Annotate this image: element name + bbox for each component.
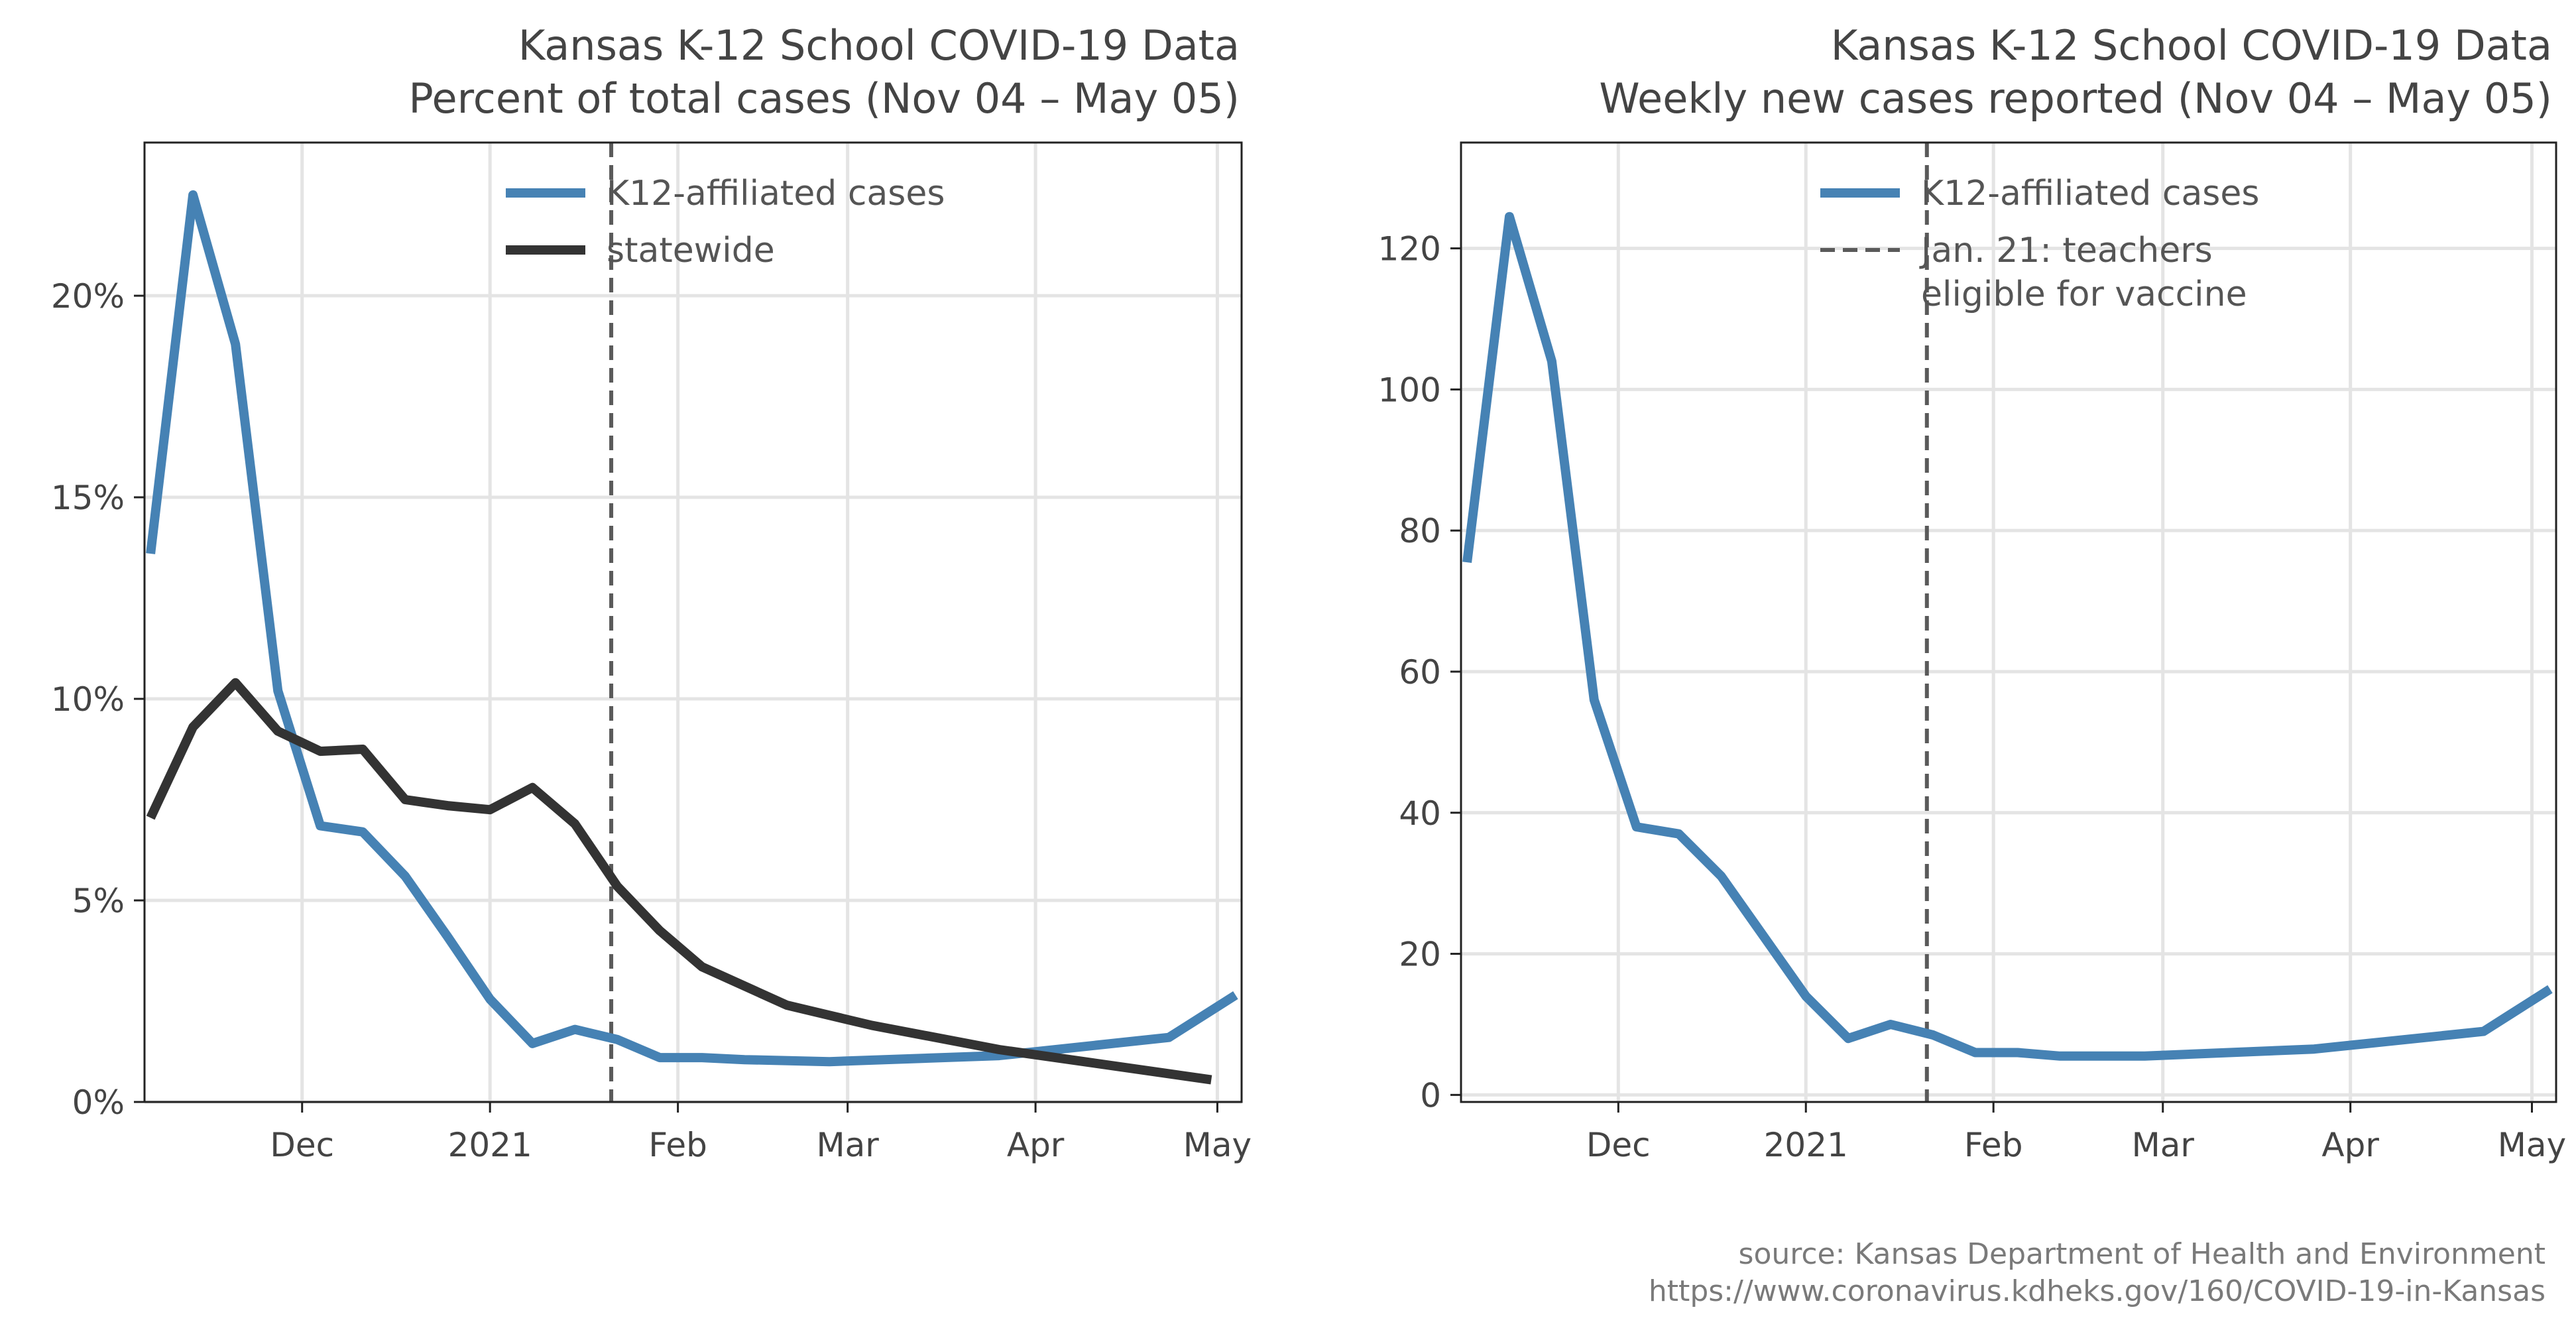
- legend-label: K12-affiliated cases: [1921, 174, 2259, 213]
- x-tick-label: Apr: [2321, 1126, 2379, 1164]
- series-line-statewide: [146, 678, 1212, 1085]
- x-tick-label: Feb: [1964, 1126, 2023, 1164]
- y-tick-label: 80: [1399, 512, 1441, 550]
- plot-frame: [143, 141, 1243, 1103]
- right-chart-subtitle: Weekly new cases reported (Nov 04 – May …: [1599, 74, 2552, 123]
- source-line-2: https://www.coronavirus.kdheks.gov/160/C…: [1648, 1274, 2546, 1308]
- y-tick-label: 120: [1378, 230, 1441, 269]
- legend: K12-affiliated cases Jan. 21: teachers eli…: [1820, 174, 2259, 314]
- x-tick-label: May: [2498, 1126, 2566, 1164]
- left-chart-title-block: Kansas K-12 School COVID-19 Data Percent…: [133, 25, 1240, 131]
- series-line-k12: [1462, 212, 2553, 1061]
- x-tick-label: Feb: [648, 1126, 707, 1164]
- right-chart-title: Kansas K-12 School COVID-19 Data: [1830, 21, 2552, 70]
- y-tick-label: 60: [1399, 653, 1441, 692]
- source-line-1: source: Kansas Department of Health and …: [1738, 1237, 2546, 1271]
- x-tick-label: Apr: [1007, 1126, 1065, 1164]
- right-chart: Dec 2021 Feb Mar Apr May 0 20 40 60 80 100 120 K12-af…: [1378, 141, 2566, 1164]
- x-tick-label: Mar: [816, 1126, 879, 1164]
- x-tick-label: May: [1183, 1126, 1252, 1164]
- legend: K12-affiliated cases statewide: [506, 174, 945, 271]
- y-tick-label: 40: [1399, 794, 1441, 833]
- legend-label: statewide: [607, 231, 775, 271]
- right-chart-title-block: Kansas K-12 School COVID-19 Data Weekly …: [1392, 25, 2552, 131]
- left-chart-subtitle: Percent of total cases (Nov 04 – May 05): [408, 74, 1240, 123]
- y-tick-label: 100: [1378, 371, 1441, 409]
- y-tick-label: 20: [1399, 936, 1441, 974]
- source-note: source: Kansas Department of Health and …: [1326, 1240, 2546, 1319]
- y-tick-label: 5%: [72, 882, 125, 920]
- left-chart: Dec 2021 Feb Mar Apr May 0% 5% 10% 15% 20% K12-affi…: [51, 141, 1252, 1164]
- legend-label: K12-affiliated cases: [607, 174, 945, 213]
- y-tick-label: 10%: [51, 680, 125, 719]
- y-tick-label: 0%: [72, 1083, 125, 1122]
- x-tick-label: 2021: [448, 1126, 532, 1164]
- x-tick-label: Dec: [270, 1126, 334, 1164]
- y-tick-label: 15%: [51, 479, 125, 517]
- left-chart-title: Kansas K-12 School COVID-19 Data: [518, 21, 1240, 70]
- y-tick-label: 0: [1420, 1076, 1441, 1115]
- legend-label: Jan. 21: teachers eligible for vaccine: [1919, 231, 2247, 314]
- plot-frame: [1460, 141, 2557, 1103]
- y-tick-label: 20%: [51, 277, 125, 316]
- series-line-k12: [146, 190, 1238, 1067]
- x-tick-label: Mar: [2132, 1126, 2195, 1164]
- x-tick-label: 2021: [1764, 1126, 1848, 1164]
- x-tick-label: Dec: [1586, 1126, 1651, 1164]
